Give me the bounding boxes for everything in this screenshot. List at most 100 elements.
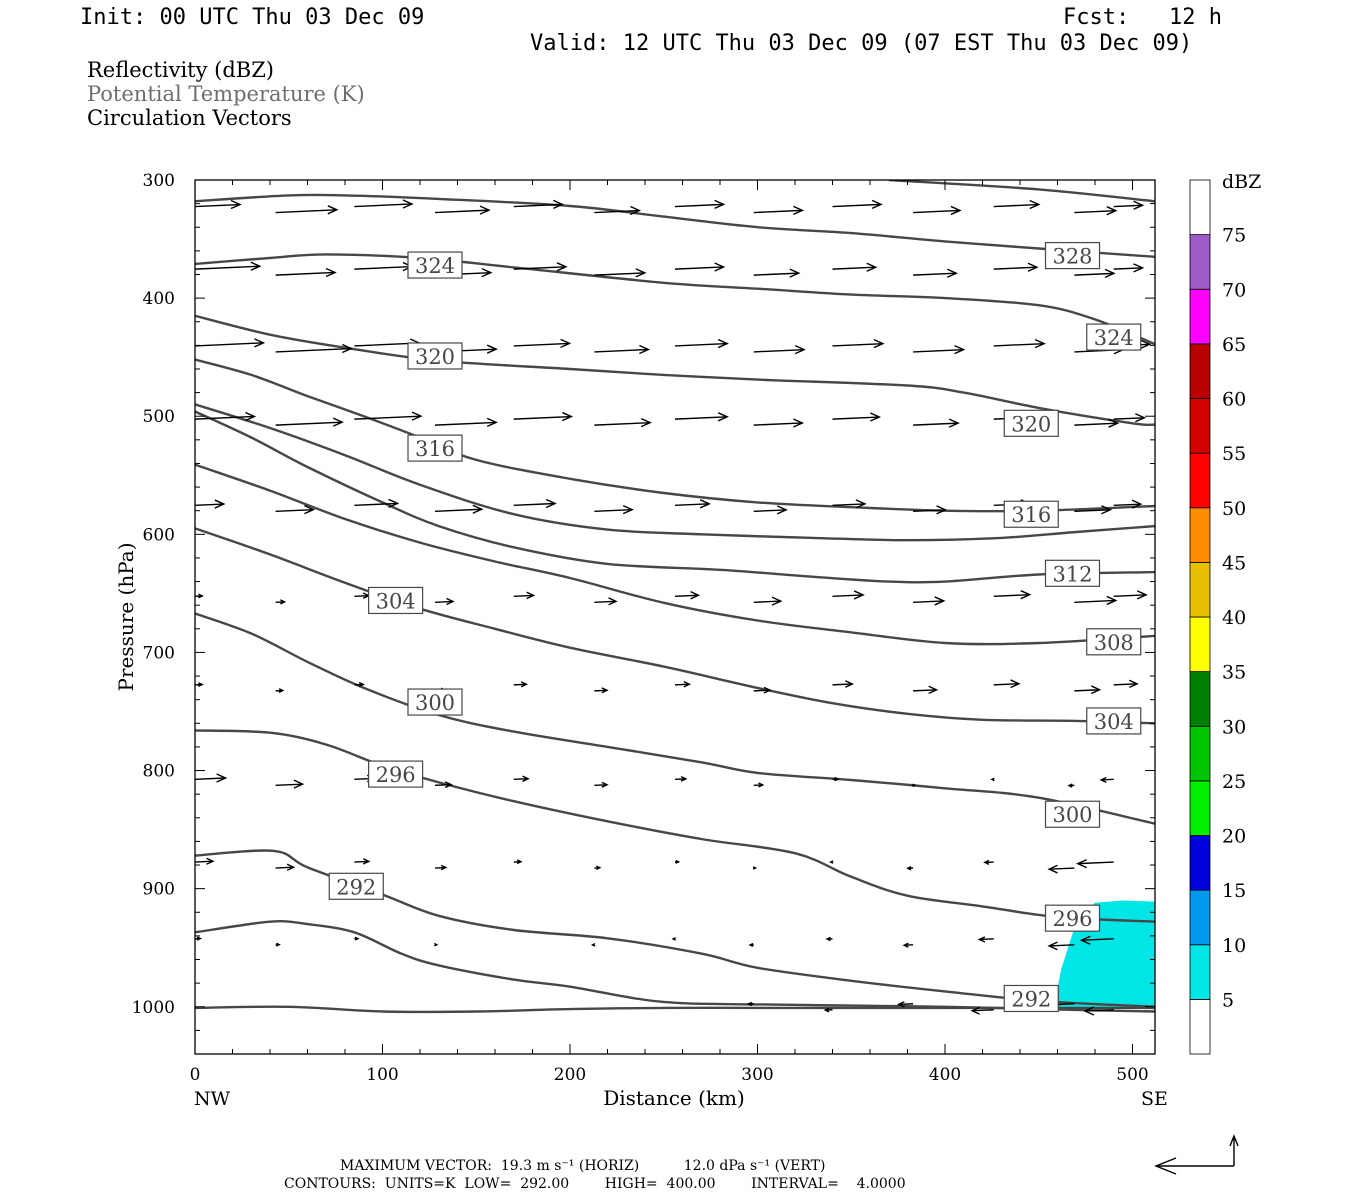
vector-shaft bbox=[434, 783, 452, 787]
circulation-vector bbox=[195, 936, 203, 941]
colorbar-title: dBZ bbox=[1222, 171, 1261, 193]
vector-head bbox=[1010, 679, 1021, 689]
circulation-vector bbox=[275, 343, 353, 354]
theta-contour bbox=[195, 314, 1155, 427]
contour-label: 292 bbox=[328, 872, 384, 900]
vector-shaft bbox=[594, 348, 649, 353]
vector-shaft bbox=[1084, 1009, 1114, 1012]
x-right-endpoint: SE bbox=[1141, 1088, 1168, 1110]
contour-label-text: 300 bbox=[1052, 803, 1092, 827]
vector-head bbox=[1047, 941, 1058, 951]
circulation-vector bbox=[434, 781, 453, 789]
colorbar-level-label: 5 bbox=[1222, 989, 1234, 1011]
colorbar-segment bbox=[1189, 835, 1211, 891]
vector-shaft bbox=[594, 508, 633, 513]
contour-label-box bbox=[1003, 984, 1059, 1013]
vector-head bbox=[1079, 935, 1091, 945]
circulation-vector bbox=[1113, 679, 1139, 689]
vector-shaft bbox=[1074, 599, 1116, 603]
circulation-vector bbox=[434, 417, 498, 428]
vector-shaft bbox=[1049, 867, 1075, 870]
vector-shaft bbox=[832, 503, 865, 507]
vector-shaft bbox=[674, 416, 728, 420]
vector-shaft bbox=[993, 683, 1019, 686]
x-tick-label: 500 bbox=[1116, 1065, 1148, 1085]
circulation-vector bbox=[354, 858, 371, 865]
vector-shaft bbox=[753, 272, 799, 276]
vector-shaft bbox=[832, 342, 883, 347]
circulation-vector bbox=[354, 261, 414, 272]
vector-head bbox=[977, 936, 986, 943]
vector-shaft bbox=[434, 508, 482, 513]
vector-shaft bbox=[594, 421, 651, 426]
contour-label-box bbox=[368, 760, 424, 788]
vector-shaft bbox=[275, 271, 336, 276]
circulation-vector bbox=[1047, 864, 1075, 874]
circulation-vector bbox=[832, 339, 885, 349]
theta-contour bbox=[195, 193, 1155, 258]
vector-shaft bbox=[594, 689, 608, 692]
theta-contour bbox=[888, 180, 1155, 203]
vector-head bbox=[1129, 679, 1139, 689]
circulation-vector bbox=[832, 590, 865, 600]
legend-reflectivity: Reflectivity (dBZ) bbox=[87, 58, 275, 82]
colorbar-segment bbox=[1189, 234, 1211, 290]
vector-head bbox=[198, 682, 204, 687]
contour-label: 324 bbox=[407, 251, 463, 279]
vector-head bbox=[446, 597, 455, 606]
vector-shaft bbox=[753, 600, 781, 603]
vector-shaft bbox=[913, 348, 964, 353]
vector-head bbox=[1083, 1006, 1095, 1016]
vector-shaft bbox=[832, 203, 882, 208]
circulation-vector bbox=[594, 505, 634, 515]
vector-head bbox=[855, 499, 867, 509]
vector-shaft bbox=[1113, 417, 1145, 420]
vector-shaft bbox=[832, 683, 853, 686]
vector-shaft bbox=[972, 1009, 994, 1012]
contour-label: 316 bbox=[1003, 500, 1059, 528]
circulation-vector bbox=[1074, 268, 1116, 279]
reference-vector bbox=[1154, 1134, 1239, 1175]
circulation-vector bbox=[753, 345, 806, 355]
vector-head bbox=[293, 779, 305, 789]
contour-label-text: 320 bbox=[415, 345, 455, 369]
circulation-vector bbox=[594, 418, 652, 428]
colorbar-segment bbox=[1189, 343, 1211, 399]
vector-head bbox=[683, 680, 692, 688]
contour-label: 296 bbox=[368, 760, 424, 788]
circulation-vector bbox=[753, 418, 805, 428]
x-tick-label: 100 bbox=[366, 1065, 398, 1085]
vector-head bbox=[640, 418, 652, 428]
circulation-vector bbox=[513, 681, 529, 688]
y-tick-label: 600 bbox=[143, 525, 175, 545]
vector-head bbox=[411, 411, 423, 421]
vector-head bbox=[1106, 595, 1118, 606]
vector-shaft bbox=[594, 272, 645, 276]
circulation-vector bbox=[513, 775, 530, 782]
vector-shaft bbox=[275, 421, 343, 426]
circulation-vector bbox=[671, 937, 676, 941]
vector-head bbox=[912, 783, 917, 788]
vector-shaft bbox=[354, 860, 369, 863]
contour-label-text: 304 bbox=[1094, 710, 1134, 734]
circulation-vector bbox=[1113, 200, 1145, 210]
contour-label-box bbox=[1044, 800, 1101, 828]
circulation-vector bbox=[753, 505, 788, 515]
colorbar-segment bbox=[1189, 725, 1211, 782]
vector-shaft bbox=[674, 266, 724, 270]
vector-shaft bbox=[913, 422, 959, 426]
circulation-vector bbox=[1074, 685, 1102, 695]
vector-head bbox=[1106, 206, 1118, 216]
circulation-vector bbox=[1076, 858, 1114, 869]
contour-label-box bbox=[1044, 904, 1101, 932]
circulation-vector bbox=[275, 863, 296, 871]
circulation-vector bbox=[354, 681, 366, 688]
vector-shaft bbox=[993, 203, 1039, 208]
vector-head bbox=[680, 776, 688, 782]
circulation-vector bbox=[990, 777, 995, 782]
circulation-vector bbox=[513, 338, 572, 349]
circulation-vector bbox=[674, 412, 729, 422]
colorbar-segment bbox=[1189, 998, 1211, 1055]
y-tick-label: 300 bbox=[143, 171, 175, 191]
circulation-vector bbox=[275, 205, 339, 215]
